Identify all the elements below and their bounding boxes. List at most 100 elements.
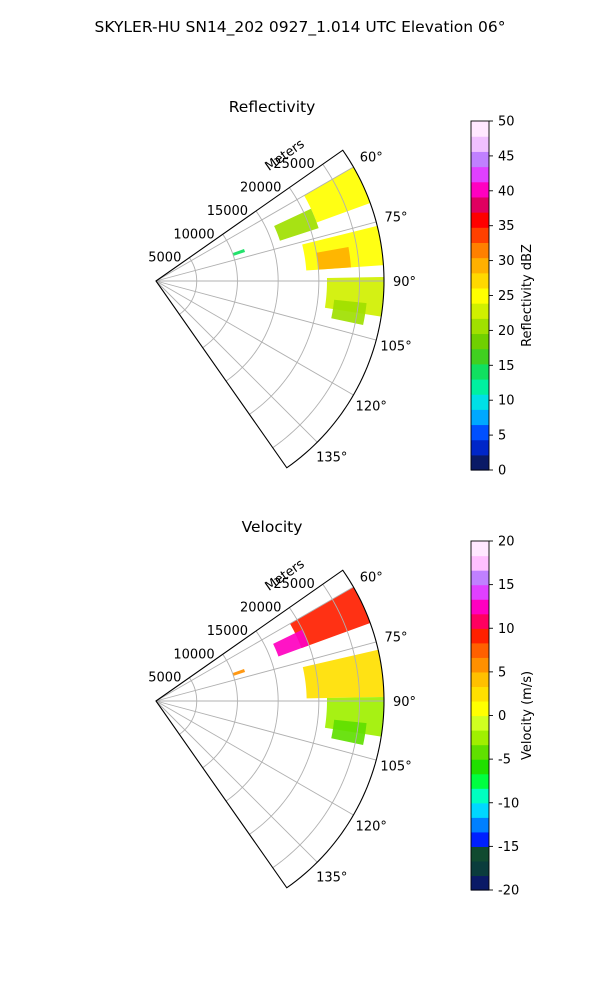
azimuth-spoke [155,700,354,816]
azimuth-tick-label: 105° [380,759,411,774]
colorbar-tick-label: 10 [498,394,515,409]
azimuth-tick-label: 75° [385,631,408,646]
colorbar-swatch [471,686,489,702]
echo-region [274,208,319,241]
azimuth-tick-label: 90° [393,275,416,290]
range-tick-labels: 5000 10000 15000 20000 25000 [148,577,314,685]
colorbar-label: Reflectivity dBZ [520,244,535,347]
azimuth-tick-label: 120° [356,399,387,414]
azimuth-spoke [155,586,354,702]
grid-lines [155,583,384,869]
colorbar-label: Velocity (m/s) [520,671,535,760]
range-ring [179,257,198,315]
colorbar-swatch [471,788,489,804]
colorbar-swatch [471,570,489,586]
colorbar-swatch [471,272,489,289]
colorbar-swatch [471,348,489,365]
colorbar-swatch [471,599,489,615]
colorbar-tick-label: 35 [498,219,515,234]
range-ring [202,234,238,349]
colorbar-swatch [471,730,489,746]
range-tick-label: 25000 [273,577,314,592]
colorbar-swatch [471,136,489,152]
colorbar-swatch [471,875,489,891]
colorbar-swatch [471,181,489,198]
panel-title: Reflectivity [229,98,316,116]
range-tick-label: 15000 [207,624,248,639]
echo-region [302,649,384,699]
colorbar-swatch [471,166,489,183]
colorbar-tick-label: -20 [498,884,519,899]
colorbar-tick-label: 20 [498,535,515,550]
range-ring [249,607,320,835]
colorbar-swatch [471,287,489,304]
range-tick-label: 20000 [240,601,281,616]
azimuth-tick-label: 75° [385,211,408,226]
colorbar-swatch [471,584,489,600]
panel-title: Velocity [242,518,303,536]
colorbar-swatch [471,802,489,818]
azimuth-tick-label: 105° [380,339,411,354]
colorbar: 0 5 10 15 20 25 30 35 40 45 50 Reflectivity dBZ [470,115,535,479]
azimuth-spoke [155,280,354,396]
colorbar-swatch [471,541,489,557]
figure-title: SKYLER-HU SN14_202 0927_1.014 UTC Elevat… [95,18,506,37]
colorbar-swatch [471,151,489,168]
range-tick-label: 10000 [173,647,214,662]
colorbar-swatch [471,744,489,760]
azimuth-spoke [155,700,377,761]
range-ring [225,630,279,802]
azimuth-spoke [155,166,354,282]
azimuth-tick-label: 135° [316,451,347,466]
colorbar-swatch [471,196,489,213]
colorbar-swatch [471,303,489,319]
azimuth-tick-label: 60° [360,151,383,166]
echo-layer [232,167,384,326]
azimuth-tick-label: 60° [360,571,383,586]
echo-region [232,248,246,256]
range-ring [249,187,320,415]
colorbar-swatch [471,242,489,259]
range-tick-labels: 5000 10000 15000 20000 25000 [148,157,314,265]
echo-region [304,167,371,223]
colorbar-swatch [471,454,489,471]
azimuth-tick-labels: 60° 75° 90° 105° 120° 135° [316,571,416,886]
colorbar-swatch [471,121,489,137]
reflectivity-panel: Reflectivity500010000150002000025000Mete… [148,98,535,479]
colorbar-tick-label: 30 [498,254,515,269]
colorbar-tick-label: 20 [498,324,515,339]
colorbar-swatch [471,378,489,395]
colorbar-swatch [471,700,489,717]
echo-region [273,629,310,657]
colorbar-swatch [471,439,489,456]
colorbar-tick-label: 5 [498,429,506,444]
colorbar-swatch [471,409,489,426]
colorbar-swatch [471,227,489,243]
colorbar-tick-label: 0 [498,464,506,479]
colorbar-tick-label: 5 [498,665,506,680]
colorbar-swatch [471,555,489,571]
colorbar-tick-label: 25 [498,289,515,304]
range-tick-label: 5000 [148,671,181,686]
range-tick-label: 15000 [207,204,248,219]
echo-region [331,299,367,326]
range-tick-label: 20000 [240,181,281,196]
colorbar-swatch [471,759,489,775]
range-ring [179,677,198,735]
range-tick-label: 10000 [173,227,214,242]
colorbar-tick-label: 45 [498,149,515,164]
azimuth-spoke [155,221,377,282]
colorbar-swatch [471,424,489,441]
colorbar-swatch [471,846,489,862]
sector-frame [155,569,385,889]
azimuth-spoke [155,280,377,341]
colorbar-tick-label: 50 [498,115,515,130]
echo-region [289,587,371,649]
sector-frame [155,149,385,469]
azimuth-spoke [155,641,377,702]
colorbar-swatch [471,628,489,644]
colorbar-swatch [471,773,489,789]
range-ring [225,210,279,382]
